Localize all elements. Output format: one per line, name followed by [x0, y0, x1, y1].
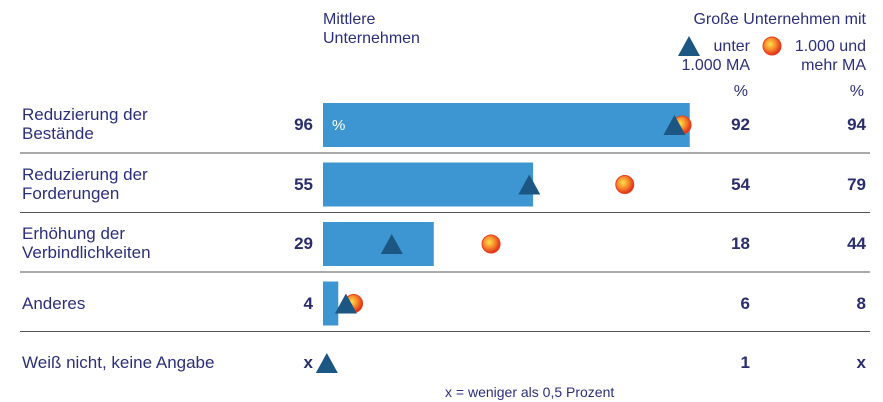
circle-marker: [615, 175, 635, 194]
value-label: 1: [740, 353, 750, 372]
triangle-marker: [315, 353, 338, 373]
unit-label: %: [733, 83, 748, 100]
triangle-marker: [334, 293, 357, 314]
category-label: Weiß nicht, keine Angabe: [22, 353, 215, 372]
value-label: 94: [847, 115, 866, 134]
bar: [323, 222, 434, 266]
legend-icon: [762, 36, 782, 56]
bar: [323, 103, 690, 147]
circle-marker: [481, 234, 501, 254]
category-label: Erhöhung der Verbindlichkeiten: [22, 224, 151, 262]
value-label: 4: [303, 293, 313, 313]
legend-icon: [678, 36, 700, 56]
category-label: Reduzierung der Forderungen: [22, 164, 148, 203]
value-label: 6: [740, 293, 750, 313]
value-label: 55: [294, 174, 313, 194]
bar-unit-label: %: [332, 117, 346, 134]
unit-label: %: [849, 83, 864, 100]
value-label: x: [303, 353, 313, 372]
bar: [323, 281, 339, 326]
triangle-marker: [518, 174, 541, 195]
value-label: x: [856, 353, 866, 372]
value-label: 18: [731, 234, 750, 253]
value-label: 54: [731, 174, 750, 194]
value-label: 92: [731, 115, 750, 134]
value-label: 96: [294, 115, 313, 134]
legend-label: 1.000 und mehr MA: [794, 38, 866, 74]
value-label: 79: [847, 174, 866, 194]
category-label: Anderes: [22, 293, 86, 313]
value-label: 44: [847, 234, 866, 253]
category-label: Reduzierung der Bestände: [22, 105, 148, 143]
triangle-marker: [663, 115, 686, 135]
group-title: Große Unternehmen mit: [693, 11, 866, 28]
legend-label: unter 1.000 MA: [681, 38, 750, 74]
value-label: 8: [856, 293, 866, 313]
bar: [323, 162, 534, 207]
triangle-marker: [380, 234, 403, 254]
value-label: 29: [294, 234, 313, 253]
footnote: x = weniger als 0,5 Prozent: [445, 384, 615, 400]
column-title: Mittlere Unternehmen: [323, 11, 420, 47]
